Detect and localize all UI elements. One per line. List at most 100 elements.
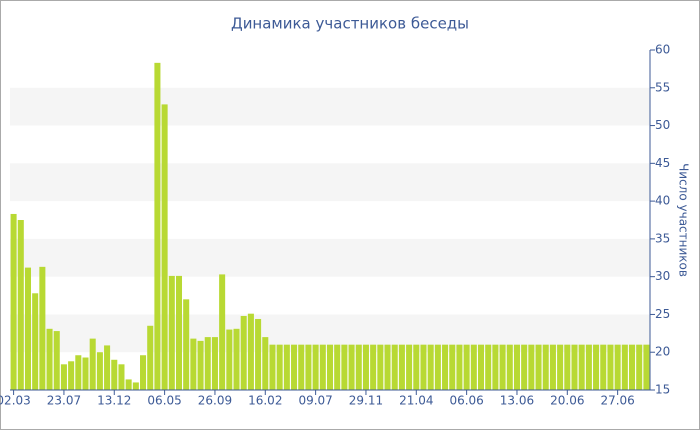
bar	[233, 328, 240, 390]
bar	[24, 267, 31, 390]
bar	[240, 315, 247, 390]
x-tick-label: 09.07	[298, 394, 332, 408]
bar	[535, 344, 542, 390]
bar	[53, 331, 60, 390]
bar	[32, 293, 39, 390]
bar	[585, 344, 592, 390]
bar	[362, 344, 369, 390]
bar	[247, 313, 254, 390]
bar	[449, 344, 456, 390]
bar	[219, 274, 226, 390]
bar	[82, 357, 89, 390]
bar	[571, 344, 578, 390]
bar	[147, 325, 154, 390]
bar	[175, 275, 183, 390]
bar	[542, 344, 549, 390]
y-tick-label: 40	[655, 194, 670, 208]
x-tick-label: 27.06	[600, 394, 634, 408]
bar	[255, 318, 262, 390]
bar	[204, 337, 211, 390]
bar	[593, 344, 600, 390]
bar	[283, 344, 290, 390]
y-tick-label: 35	[655, 231, 670, 245]
x-tick-label: 20.06	[550, 394, 584, 408]
bar	[643, 344, 650, 390]
bar	[262, 337, 269, 390]
bar	[104, 345, 111, 390]
y-tick-label: 30	[655, 269, 670, 283]
bar	[125, 379, 132, 390]
bar	[10, 213, 17, 390]
x-tick-label: 13.06	[500, 394, 534, 408]
bar	[499, 344, 506, 390]
bar	[413, 344, 420, 390]
bar	[305, 344, 312, 390]
bar	[276, 344, 283, 390]
bar	[564, 344, 571, 390]
x-tick-label: 23.07	[47, 394, 81, 408]
bar	[463, 344, 470, 390]
bar	[406, 344, 413, 390]
bar	[549, 344, 556, 390]
bar	[614, 344, 621, 390]
bar	[636, 344, 643, 390]
bar	[226, 329, 233, 390]
bar	[427, 344, 434, 390]
bar	[168, 275, 175, 390]
bar	[621, 344, 628, 390]
bar	[420, 344, 427, 390]
bar	[39, 266, 46, 390]
bar	[197, 340, 204, 390]
bar	[513, 344, 520, 390]
bar	[370, 344, 377, 390]
chart-title: Динамика участников беседы	[231, 15, 469, 33]
bar	[269, 344, 276, 390]
x-tick-label: 16.02	[248, 394, 282, 408]
bar	[557, 344, 564, 390]
bar	[521, 344, 528, 390]
bar	[132, 382, 139, 390]
bar	[528, 344, 535, 390]
bar	[341, 344, 348, 390]
bar	[89, 338, 96, 390]
bar	[470, 344, 477, 390]
bar	[506, 344, 513, 390]
bar	[377, 344, 384, 390]
bar	[600, 344, 607, 390]
x-tick-label: 21.04	[399, 394, 433, 408]
bar	[398, 344, 405, 390]
bar	[326, 344, 334, 390]
bar	[391, 344, 398, 390]
bar	[111, 359, 118, 390]
bar	[46, 328, 53, 390]
bar	[17, 220, 24, 390]
grid-band	[10, 163, 650, 202]
bar	[154, 62, 161, 390]
bar	[118, 364, 125, 390]
bar	[183, 299, 190, 390]
bar	[96, 352, 103, 390]
x-tick-label: 02.03	[0, 394, 31, 408]
bar	[485, 344, 492, 390]
y-tick-label: 60	[655, 43, 670, 57]
y-tick-label: 20	[655, 345, 670, 359]
x-tick-label: 06.05	[147, 394, 181, 408]
x-tick-label: 13.12	[97, 394, 131, 408]
x-tick-label: 26.09	[198, 394, 232, 408]
bar	[319, 344, 326, 390]
bar	[442, 344, 449, 390]
bar	[578, 344, 585, 390]
bar	[68, 361, 75, 390]
grid-band	[10, 87, 650, 126]
y-tick-label: 50	[655, 118, 670, 132]
bar	[477, 344, 485, 390]
x-tick-label: 29.11	[349, 394, 383, 408]
bar	[291, 344, 298, 390]
bar	[492, 344, 499, 390]
bar	[298, 344, 305, 390]
y-tick-label: 55	[655, 80, 670, 94]
bar	[384, 344, 391, 390]
bar	[607, 344, 614, 390]
grid-band	[10, 238, 650, 277]
